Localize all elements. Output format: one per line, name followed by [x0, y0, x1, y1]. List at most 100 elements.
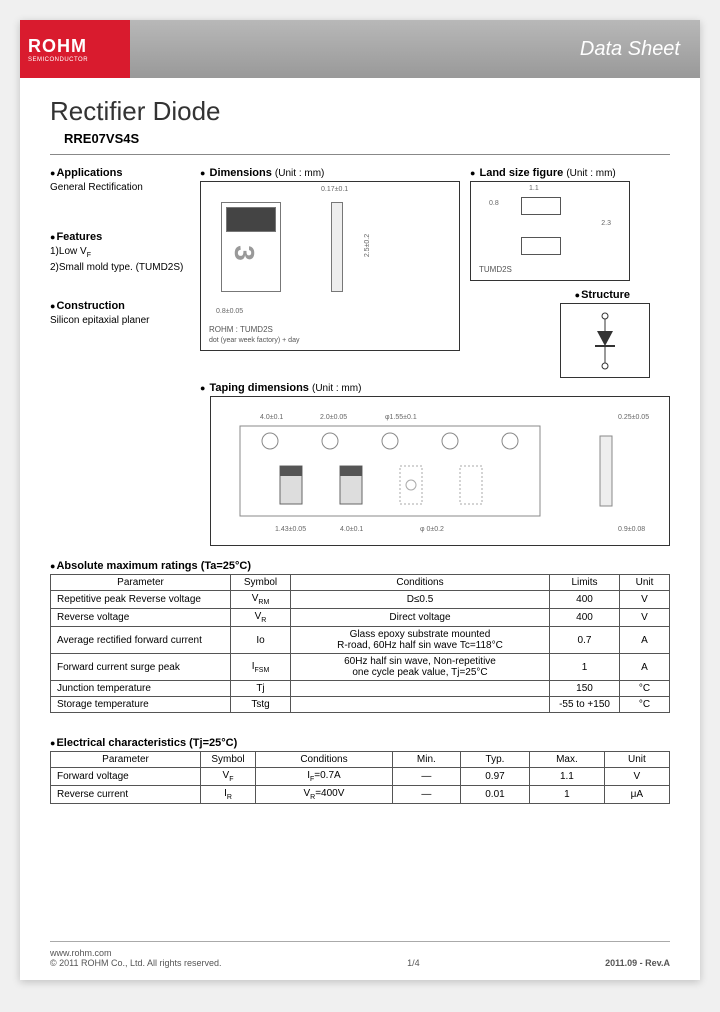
elec-header: Min.	[392, 752, 460, 768]
applications-title: Applications	[50, 167, 190, 179]
elec-table: ParameterSymbolConditionsMin.Typ.Max.Uni…	[50, 751, 670, 804]
table-cell: V	[620, 591, 670, 609]
table-row: Storage temperatureTstg -55 to +150°C	[51, 697, 670, 713]
footer-page: 1/4	[407, 958, 420, 968]
header-doc-type: Data Sheet	[130, 20, 700, 78]
table-cell: μA	[604, 786, 669, 804]
table-row: Junction temperatureTj150°C	[51, 681, 670, 697]
structure-diagram	[560, 303, 650, 378]
features-title: Features	[50, 231, 190, 243]
table-cell: —	[392, 768, 460, 786]
table-row: Forward voltageVFIF=0.7A—0.971.1V	[51, 768, 670, 786]
feature-1: 1)Low V	[50, 246, 87, 257]
table-cell: Repetitive peak Reverse voltage	[51, 591, 231, 609]
construction-body: Silicon epitaxial planer	[50, 314, 190, 328]
right-column: Land size figure (Unit : mm) 1.1 0.8 2.3…	[470, 163, 650, 378]
elec-header: Symbol	[201, 752, 256, 768]
svg-text:4.0±0.1: 4.0±0.1	[260, 414, 283, 421]
logo-text: ROHM	[28, 36, 122, 57]
diode-symbol-icon	[585, 311, 625, 371]
table-cell: -55 to +150	[550, 697, 620, 713]
table-cell: 1	[530, 786, 605, 804]
table-cell: —	[392, 786, 460, 804]
land-title: Land size figure (Unit : mm)	[470, 167, 650, 179]
svg-text:4.0±0.1: 4.0±0.1	[340, 526, 363, 533]
logo-box: ROHM SEMICONDUCTOR	[20, 20, 130, 78]
table-cell: °C	[620, 697, 670, 713]
svg-text:φ 0±0.2: φ 0±0.2	[420, 526, 444, 533]
table-cell: Forward voltage	[51, 768, 201, 786]
table-cell: V	[620, 609, 670, 627]
absmax-header: Conditions	[291, 575, 550, 591]
table-row: Reverse currentIRVR=400V—0.011μA	[51, 786, 670, 804]
table-cell: IF=0.7A	[256, 768, 393, 786]
table-cell: A	[620, 654, 670, 681]
absmax-header: Symbol	[231, 575, 291, 591]
table-cell: Reverse current	[51, 786, 201, 804]
table-cell: 150	[550, 681, 620, 697]
table-cell: Glass epoxy substrate mountedR-road, 60H…	[291, 627, 550, 654]
absmax-header: Unit	[620, 575, 670, 591]
footer: www.rohm.com © 2011 ROHM Co., Ltd. All r…	[50, 941, 670, 968]
table-cell: Direct voltage	[291, 609, 550, 627]
header-bar: ROHM SEMICONDUCTOR Data Sheet	[20, 20, 700, 78]
table-cell: 0.7	[550, 627, 620, 654]
table-cell: Storage temperature	[51, 697, 231, 713]
table-cell: Junction temperature	[51, 681, 231, 697]
svg-text:0.25±0.05: 0.25±0.05	[618, 414, 649, 421]
table-row: Forward current surge peakIFSM60Hz half …	[51, 654, 670, 681]
top-columns: Applications General Rectification Featu…	[50, 163, 670, 378]
elec-header: Max.	[530, 752, 605, 768]
land-title-text: Land size figure	[480, 167, 564, 179]
table-cell: Reverse voltage	[51, 609, 231, 627]
absmax-header: Limits	[550, 575, 620, 591]
elec-header: Parameter	[51, 752, 201, 768]
elec-header: Typ.	[460, 752, 529, 768]
svg-text:1.43±0.05: 1.43±0.05	[275, 526, 306, 533]
table-cell: A	[620, 627, 670, 654]
dim-note: dot (year week factory) + day	[209, 337, 299, 344]
table-cell: 1.1	[530, 768, 605, 786]
feature-1-sub: F	[87, 252, 91, 259]
table-cell: 400	[550, 591, 620, 609]
table-row: Average rectified forward currentIoGlass…	[51, 627, 670, 654]
mid-column: Dimensions (Unit : mm) 3 0.8±0.05 0.17±0…	[200, 163, 460, 378]
table-cell: V	[604, 768, 669, 786]
svg-text:0.9±0.08: 0.9±0.08	[618, 526, 645, 533]
part-number: RRE07VS4S	[64, 131, 670, 146]
absmax-header: Parameter	[51, 575, 231, 591]
table-cell: 60Hz half sin wave, Non-repetitiveone cy…	[291, 654, 550, 681]
table-cell: Tstg	[231, 697, 291, 713]
table-cell: 0.01	[460, 786, 529, 804]
table-row: Reverse voltageVRDirect voltage400V	[51, 609, 670, 627]
absmax-table: ParameterSymbolConditionsLimitsUnit Repe…	[50, 574, 670, 713]
page: ROHM SEMICONDUCTOR Data Sheet Rectifier …	[20, 20, 700, 980]
content: Rectifier Diode RRE07VS4S Applications G…	[20, 78, 700, 864]
table-cell: 400	[550, 609, 620, 627]
table-cell: Tj	[231, 681, 291, 697]
land-pkg: TUMD2S	[479, 265, 512, 274]
left-column: Applications General Rectification Featu…	[50, 163, 190, 378]
feature-2: 2)Small mold type. (TUMD2S)	[50, 262, 183, 273]
applications-body: General Rectification	[50, 181, 190, 195]
taping-unit: (Unit : mm)	[312, 383, 361, 394]
dimensions-diagram: 3 0.8±0.05 0.17±0.1 2.5±0.2 ROHM : TUMD2…	[200, 181, 460, 351]
table-cell: IR	[201, 786, 256, 804]
footer-copyright: © 2011 ROHM Co., Ltd. All rights reserve…	[50, 958, 222, 968]
absmax-title: Absolute maximum ratings (Ta=25°C)	[50, 560, 670, 572]
table-cell: 1	[550, 654, 620, 681]
table-row: Repetitive peak Reverse voltageVRMD≤0.54…	[51, 591, 670, 609]
svg-text:φ1.55±0.1: φ1.55±0.1	[385, 414, 417, 421]
table-cell: Io	[231, 627, 291, 654]
footer-rev: 2011.09 - Rev.A	[605, 958, 670, 968]
logo-subtext: SEMICONDUCTOR	[28, 57, 122, 63]
table-cell: IFSM	[231, 654, 291, 681]
table-cell: VR	[231, 609, 291, 627]
taping-title: Taping dimensions (Unit : mm)	[200, 382, 670, 394]
structure-title: Structure	[470, 289, 630, 301]
footer-url: www.rohm.com	[50, 948, 222, 958]
table-cell: VRM	[231, 591, 291, 609]
dim-pkg-name: ROHM : TUMD2S	[209, 325, 273, 334]
page-title: Rectifier Diode	[50, 96, 670, 127]
taping-diagram: 4.0±0.1 2.0±0.05 φ1.55±0.1 1.43±0.05 4.0…	[210, 396, 670, 546]
